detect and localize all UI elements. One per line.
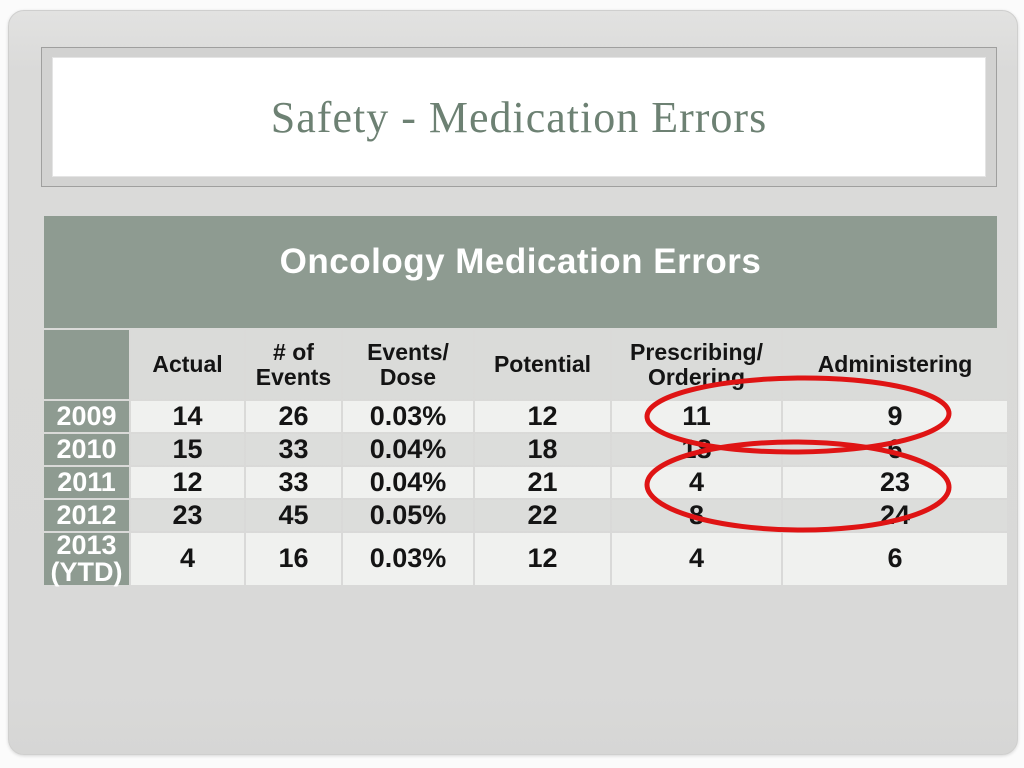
cell-2010-actual: 15 [131,434,244,465]
title-plate: Safety - Medication Errors [41,47,997,187]
cell-2012-administering: 24 [783,500,1007,531]
cell-2012-events-dose: 0.05% [343,500,473,531]
cell-2011-potential: 21 [475,467,610,498]
table-title: Oncology Medication Errors [279,242,762,281]
cell-2013-num-events: 16 [246,533,341,585]
cell-2012-actual: 23 [131,500,244,531]
cell-2011-num-events: 33 [246,467,341,498]
cell-2013-events-dose: 0.03% [343,533,473,585]
cell-2010-prescribing: 18 [612,434,781,465]
cell-2011-administering: 23 [783,467,1007,498]
table-grid: Actual # of Events Events/ Dose Potentia… [44,330,1007,586]
cell-2009-events-dose: 0.03% [343,401,473,432]
page-title: Safety - Medication Errors [270,92,768,142]
oncology-errors-table: Oncology Medication Errors Actual # of E… [44,216,1007,586]
cell-2012-potential: 22 [475,500,610,531]
row-header-2011: 2011 [44,467,129,498]
row-header-2012: 2012 [44,500,129,531]
cell-2013-actual: 4 [131,533,244,585]
column-header-actual: Actual [131,330,244,399]
cell-2009-administering: 9 [783,401,1007,432]
cell-2009-actual: 14 [131,401,244,432]
cell-2012-num-events: 45 [246,500,341,531]
cell-2011-events-dose: 0.04% [343,467,473,498]
cell-2010-administering: 6 [783,434,1007,465]
title-plate-inner: Safety - Medication Errors [52,57,986,177]
cell-2013-administering: 6 [783,533,1007,585]
row-header-2013-ytd: 2013 (YTD) [44,532,129,586]
cell-2010-events-dose: 0.04% [343,434,473,465]
row-header-2010: 2010 [44,434,129,465]
cell-2013-potential: 12 [475,533,610,585]
column-header-events-dose: Events/ Dose [343,330,473,399]
table-title-bar: Oncology Medication Errors [44,216,997,328]
cell-2010-potential: 18 [475,434,610,465]
cell-2010-num-events: 33 [246,434,341,465]
cell-2013-prescribing: 4 [612,533,781,585]
column-header-prescribing: Prescribing/ Ordering [612,330,781,399]
cell-2009-prescribing: 11 [612,401,781,432]
cell-2011-actual: 12 [131,467,244,498]
row-header-2009: 2009 [44,401,129,432]
cell-2009-potential: 12 [475,401,610,432]
column-header-num-events: # of Events [246,330,341,399]
column-header-administering: Administering [783,330,1007,399]
cell-2011-prescribing: 4 [612,467,781,498]
slide-background: Safety - Medication Errors Oncology Medi… [8,10,1018,755]
corner-cell [44,330,129,399]
column-header-potential: Potential [475,330,610,399]
cell-2009-num-events: 26 [246,401,341,432]
cell-2012-prescribing: 8 [612,500,781,531]
